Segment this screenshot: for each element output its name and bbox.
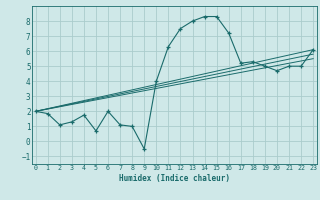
X-axis label: Humidex (Indice chaleur): Humidex (Indice chaleur) — [119, 174, 230, 183]
